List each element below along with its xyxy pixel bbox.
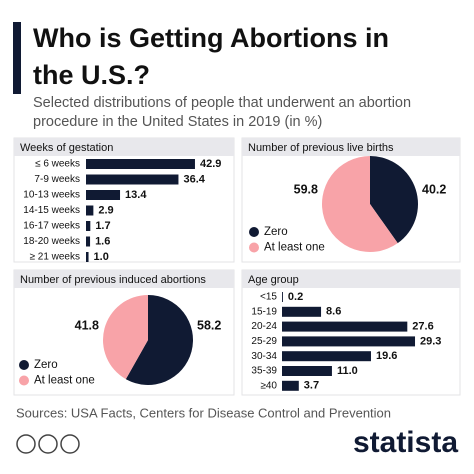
legend-swatch (19, 375, 29, 386)
bar (86, 159, 195, 169)
category-label: ≥40 (260, 380, 277, 391)
value-label: 59.8 (294, 182, 318, 196)
panel-title: Age group (248, 274, 299, 286)
bar (86, 236, 91, 247)
panel-header (14, 270, 234, 288)
pie-slice (370, 156, 419, 244)
value-label: 1.6 (95, 235, 110, 247)
value-label: 1.0 (94, 251, 109, 263)
category-label: 25-29 (251, 336, 277, 347)
bar (282, 306, 322, 317)
category-label: 18-20 weeks (23, 236, 80, 247)
bar (86, 190, 121, 200)
pie-slice (322, 156, 398, 252)
value-label: 29.3 (420, 335, 441, 347)
bar (282, 336, 416, 347)
value-label: 40.2 (422, 182, 446, 196)
bar (282, 321, 408, 332)
title: Who is Getting Abortions in the U.S.? (33, 23, 389, 90)
panel (241, 269, 461, 396)
panel-title: Number of previous live births (248, 142, 394, 154)
subtitle: Selected distributions of people that un… (33, 95, 412, 130)
value-label: 41.8 (75, 318, 99, 332)
value-label: 1.7 (95, 220, 110, 232)
source: Sources: USA Facts, Centers for Disease … (16, 405, 391, 420)
legend-swatch (249, 227, 259, 237)
bar (86, 221, 91, 231)
category-label: 30-34 (251, 351, 277, 362)
legend-swatch (249, 242, 259, 253)
bar (86, 174, 179, 185)
category-label: 14-15 weeks (23, 205, 80, 216)
legend-label: At least one (264, 242, 325, 254)
value-label: 11.0 (337, 365, 358, 377)
value-label: 36.4 (183, 173, 205, 185)
value-label: 27.6 (412, 321, 433, 333)
pie-slice (125, 295, 194, 385)
category-label: ≤ 6 weeks (35, 159, 80, 170)
panel-title: Weeks of gestation (20, 142, 113, 154)
value-label: 19.6 (376, 350, 397, 362)
category-label: ≥ 21 weeks (29, 252, 80, 263)
pie-slice (103, 295, 148, 380)
category-label: 35-39 (251, 366, 277, 377)
bar (282, 351, 371, 362)
value-label: 58.2 (197, 318, 221, 332)
legend-label: Zero (34, 359, 58, 371)
category-label: 15-19 (251, 306, 277, 317)
legend-label: At least one (34, 375, 95, 387)
value-label: 0.2 (288, 291, 303, 303)
bar (86, 205, 94, 216)
category-label: 10-13 weeks (23, 190, 80, 201)
category-label: 7-9 weeks (34, 174, 80, 185)
panel-header (242, 270, 460, 288)
license-icons (16, 434, 80, 454)
panel-header (242, 138, 460, 156)
legend-swatch (19, 360, 29, 370)
bar (86, 252, 89, 262)
value-label: 42.9 (200, 158, 221, 170)
bar (282, 366, 332, 376)
value-label: 3.7 (304, 380, 319, 392)
panel-title: Number of previous induced abortions (20, 274, 206, 286)
value-label: 2.9 (98, 204, 113, 216)
category-label: 20-24 (251, 321, 277, 332)
value-label: 8.6 (326, 306, 341, 318)
category-label: <15 (260, 292, 277, 303)
brand: statista (353, 426, 458, 459)
legend-label: Zero (264, 226, 288, 238)
category-label: 16-17 weeks (23, 221, 80, 232)
value-label: 13.4 (125, 189, 147, 201)
panel-header (14, 138, 234, 156)
panel (13, 137, 235, 263)
bar (282, 380, 299, 391)
bar (282, 292, 283, 302)
accent-bar (13, 22, 21, 94)
